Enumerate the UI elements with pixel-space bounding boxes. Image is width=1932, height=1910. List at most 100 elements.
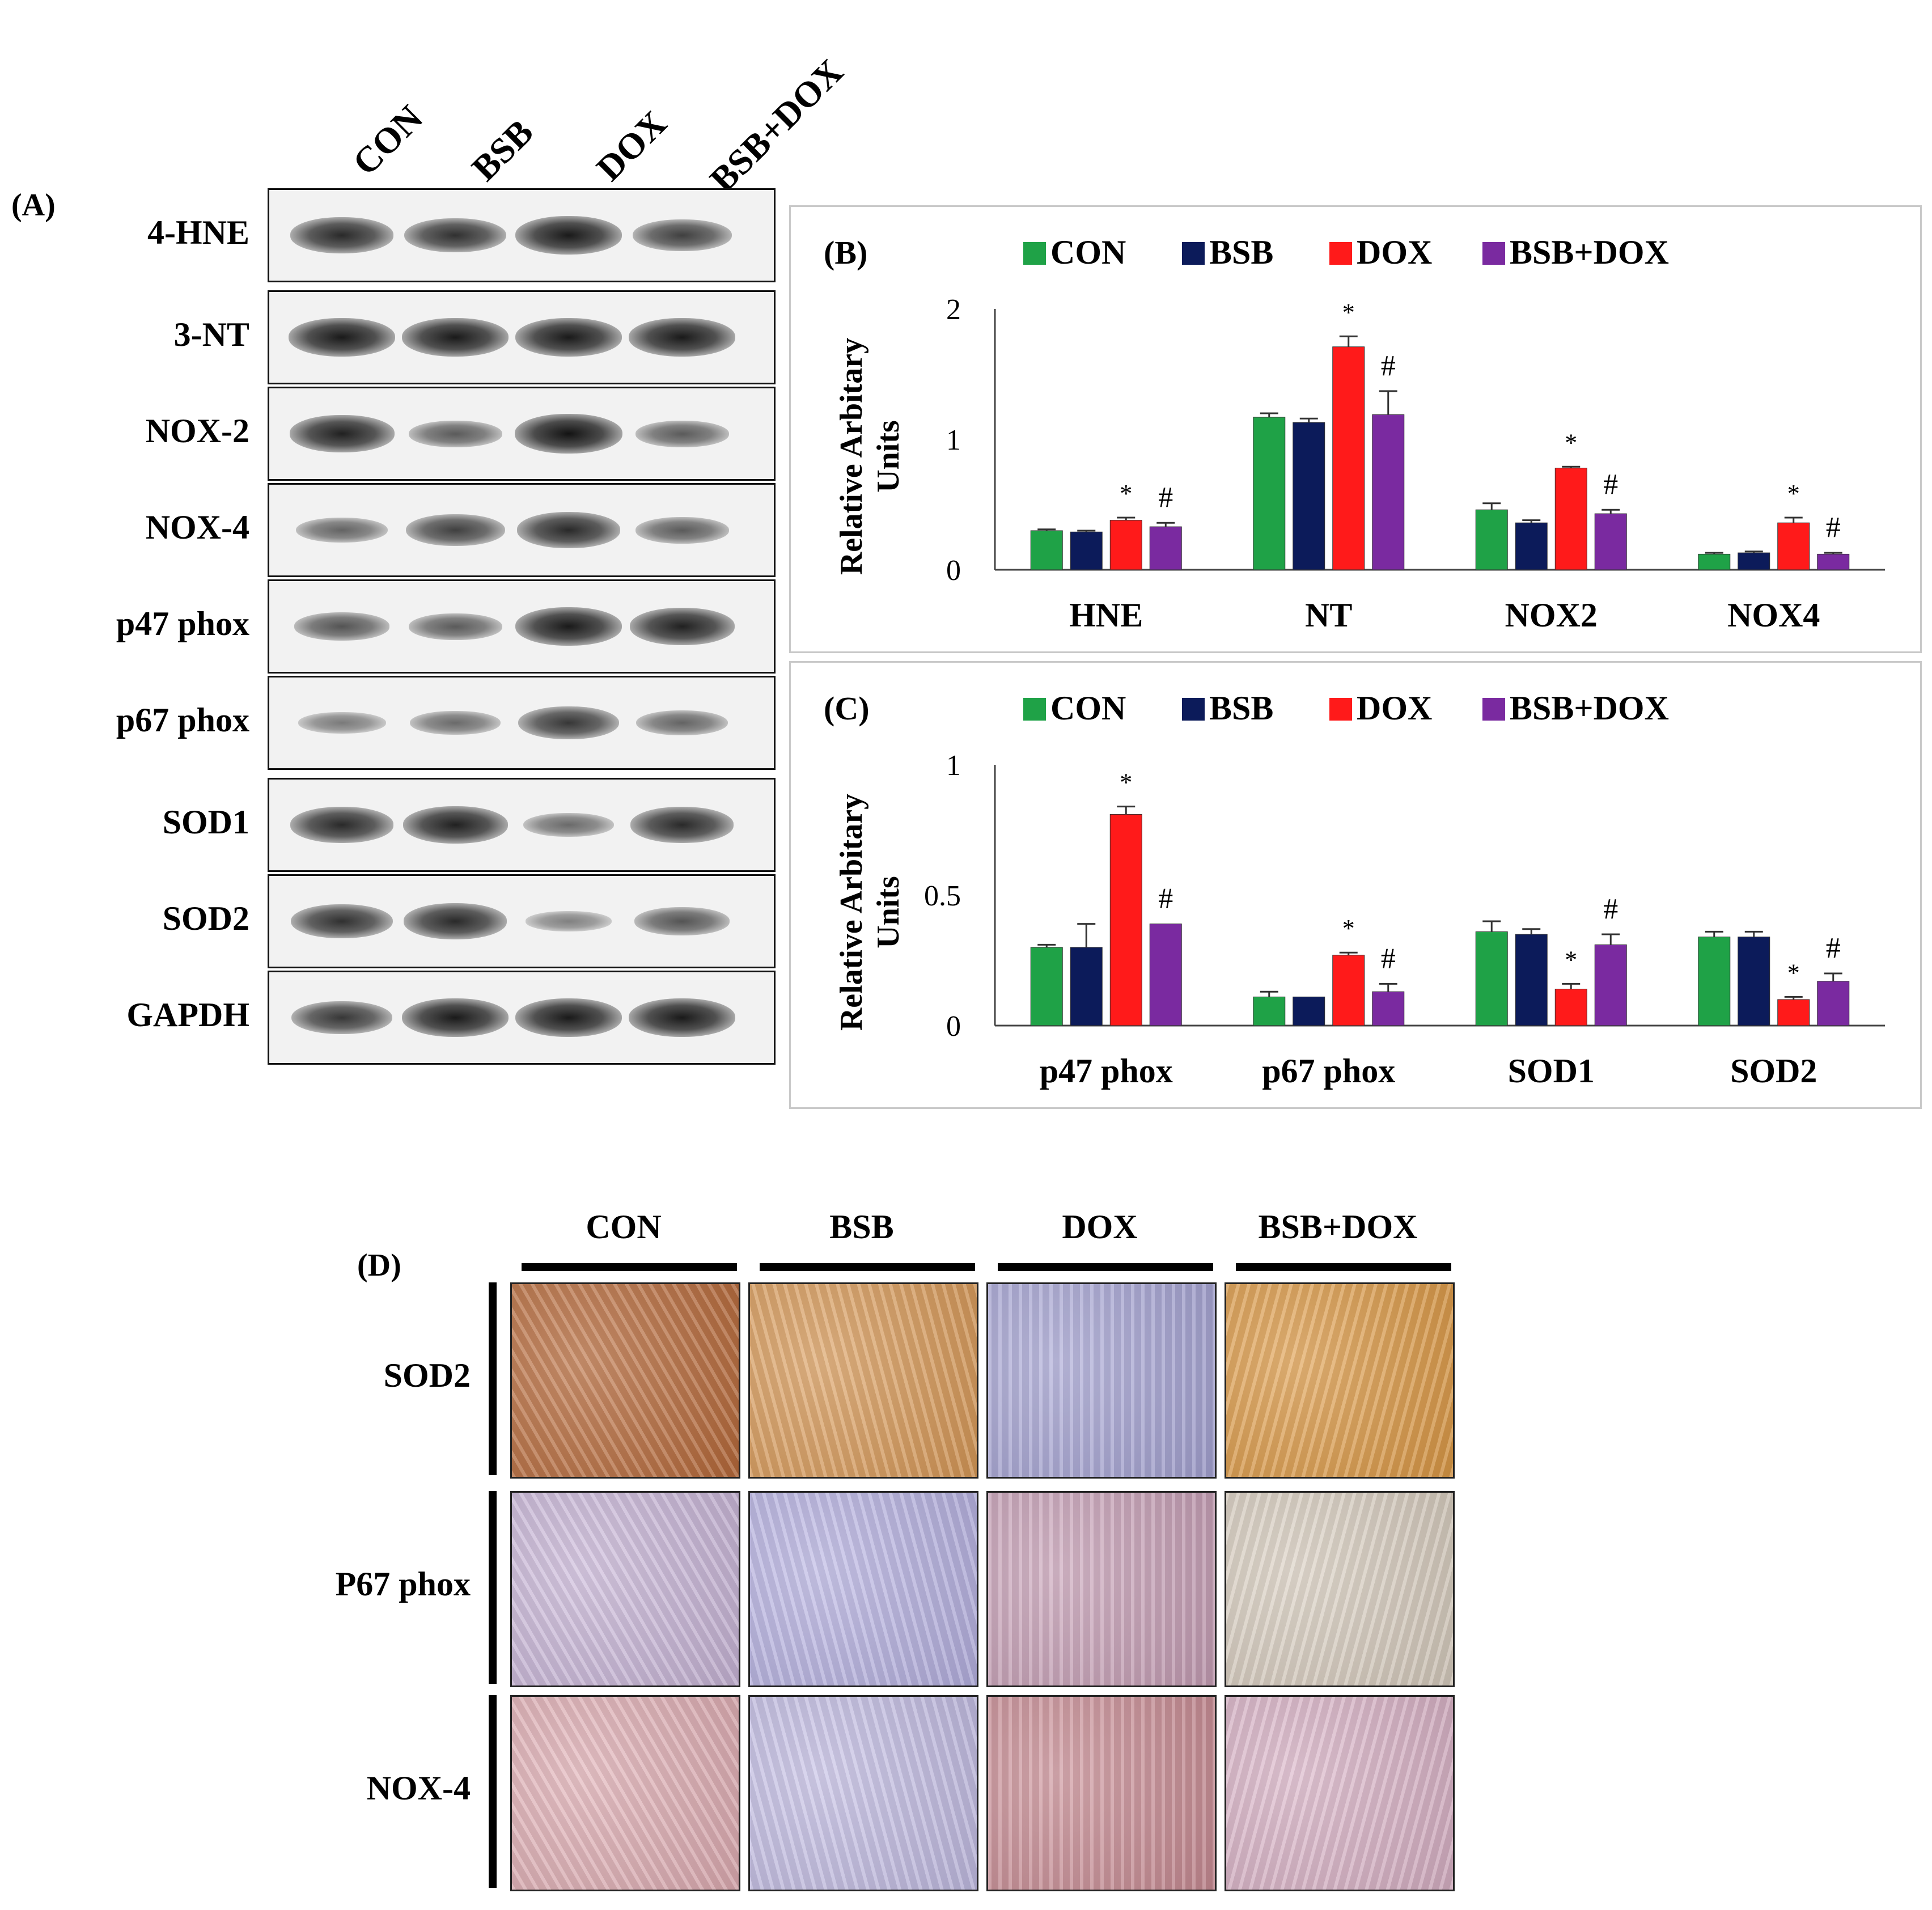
significance-mark: #: [1603, 468, 1618, 501]
ihc-tile: [510, 1695, 740, 1891]
lane-label-bsb: BSB: [464, 111, 541, 189]
row-header-bar: [489, 1695, 497, 1888]
panel-b-svg: (B) CON BSB DOX BSB+DOX Relative Arbitary Unit…: [824, 234, 1885, 634]
bar: [1475, 931, 1508, 1026]
ihc-tile: [510, 1491, 740, 1687]
bar: [1515, 522, 1548, 570]
legend-label: DOX: [1357, 689, 1432, 727]
bar: [1109, 814, 1142, 1026]
legend-label: CON: [1050, 234, 1126, 271]
x-category-label: p47 phox: [1040, 1052, 1173, 1090]
blot-band: [298, 712, 386, 734]
legend-swatch: [1482, 242, 1505, 265]
bar: [1332, 955, 1365, 1026]
panel-c-chart: (C) CON BSB DOX BSB+DOX Relative Arbitary Unit…: [789, 661, 1922, 1109]
bar: [1149, 924, 1182, 1026]
bar: [1372, 414, 1405, 570]
legend-swatch: [1023, 242, 1046, 265]
blot-band: [290, 807, 394, 843]
blot-band: [515, 998, 622, 1037]
blot-label-7: SOD2: [162, 900, 249, 937]
blot-band: [405, 514, 505, 547]
blot-label-5: p67 phox: [116, 701, 249, 739]
bar: [1293, 422, 1325, 570]
significance-mark: #: [1603, 893, 1618, 925]
y-tick-label: 0: [946, 1010, 961, 1043]
blot-band: [402, 318, 509, 357]
bar: [1475, 509, 1508, 570]
blot-band: [404, 218, 506, 253]
blot-label-4: p47 phox: [116, 605, 249, 642]
row-header-bar: [489, 1282, 497, 1475]
bar: [1594, 944, 1627, 1026]
ihc-tile: [986, 1695, 1217, 1891]
y-tick-label: 2: [946, 294, 961, 326]
blot-band: [523, 812, 614, 837]
blot-band: [290, 217, 394, 253]
bar: [1777, 999, 1810, 1026]
column-header: CON: [586, 1208, 662, 1246]
legend-label: DOX: [1357, 234, 1432, 271]
y-axis-label-line1: Relative Arbitary: [834, 794, 869, 1031]
legend-swatch: [1329, 698, 1352, 721]
blot-band: [289, 415, 395, 452]
blot-band: [635, 516, 729, 544]
x-category-label: p67 phox: [1262, 1052, 1395, 1090]
significance-mark: #: [1158, 481, 1173, 514]
panel-a-label: (A): [11, 188, 56, 223]
column-header-bar: [522, 1263, 737, 1271]
column-header: BSB: [829, 1208, 894, 1246]
bar: [1030, 530, 1063, 570]
panel-d-label: (D): [357, 1248, 401, 1283]
blot-strip-2: [268, 387, 776, 481]
bar: [1777, 522, 1810, 570]
significance-mark: #: [1158, 883, 1173, 915]
ihc-tile: [748, 1282, 978, 1479]
significance-mark: *: [1342, 298, 1355, 326]
x-category-label: SOD1: [1508, 1052, 1595, 1090]
significance-mark: #: [1826, 932, 1841, 964]
column-header: DOX: [1062, 1208, 1138, 1246]
column-header-bar: [1236, 1263, 1451, 1271]
bar: [1030, 947, 1063, 1026]
blot-strip-1: [268, 290, 776, 384]
blot-band: [410, 710, 501, 735]
legend-label: BSB+DOX: [1510, 234, 1669, 271]
blot-band: [408, 420, 502, 447]
bar: [1109, 520, 1142, 570]
bar: [1554, 468, 1587, 570]
significance-mark: #: [1826, 511, 1841, 544]
bar: [1253, 996, 1286, 1026]
legend-swatch: [1182, 242, 1205, 265]
bar: [1817, 981, 1850, 1026]
bar: [1817, 553, 1850, 570]
legend-label: BSB: [1209, 689, 1273, 727]
significance-mark: *: [1120, 480, 1132, 507]
bar: [1070, 531, 1103, 570]
bar: [1149, 526, 1182, 570]
significance-mark: *: [1787, 959, 1800, 986]
blot-band: [634, 907, 730, 935]
blot-band: [402, 806, 508, 844]
blot-band: [403, 903, 507, 939]
x-category-label: NT: [1305, 596, 1352, 634]
blot-band: [630, 807, 734, 843]
blot-label-8: GAPDH: [126, 996, 249, 1034]
blot-label-0: 4-HNE: [147, 214, 249, 251]
blot-strip-6: [268, 778, 776, 872]
bar: [1698, 937, 1731, 1026]
y-tick-label: 0: [946, 554, 961, 587]
lane-label-bsb-dox: BSB+DOX: [702, 51, 851, 200]
legend-swatch: [1182, 698, 1205, 721]
row-header: P67 phox: [335, 1565, 471, 1603]
y-axis-label-line2: Units: [871, 420, 906, 493]
blot-band: [289, 318, 395, 357]
significance-mark: *: [1120, 769, 1132, 797]
row-header: NOX-4: [366, 1769, 471, 1807]
x-category-label: HNE: [1069, 596, 1143, 634]
blot-band: [291, 904, 393, 939]
bar: [1738, 552, 1770, 570]
row-header: SOD2: [383, 1357, 471, 1394]
blot-band: [635, 710, 728, 736]
panel-label: (B): [824, 234, 867, 271]
